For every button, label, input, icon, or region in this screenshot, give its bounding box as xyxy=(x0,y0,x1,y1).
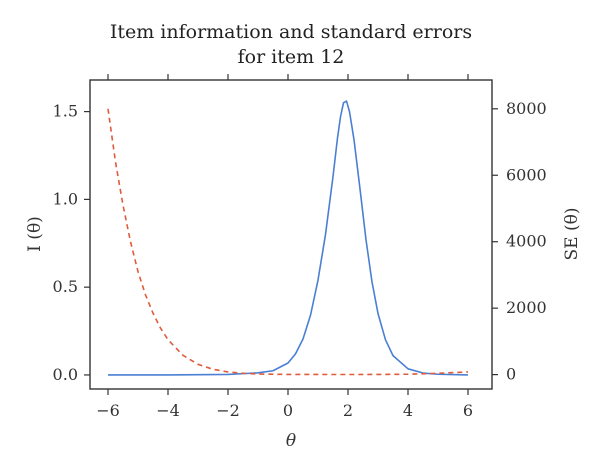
x-tick-label: 4 xyxy=(403,401,413,420)
y-right-tick-label: 0 xyxy=(506,365,516,384)
y-right-tick-label: 6000 xyxy=(506,165,547,184)
series-layer xyxy=(107,100,469,376)
y-axis-right-label: SE (θ) xyxy=(562,208,582,261)
y-axis-left-label: I (θ) xyxy=(25,216,45,252)
y-right-tick-label: 8000 xyxy=(506,99,547,118)
plot-frame xyxy=(89,79,493,390)
x-axis-label: θ xyxy=(286,431,296,451)
x-tick-label: −2 xyxy=(216,401,240,420)
y-axis-right: 0 2000 4000 6000 8000 xyxy=(492,99,547,384)
y-left-tick-label: 0.5 xyxy=(53,277,78,296)
y-left-tick-label: 0.0 xyxy=(53,365,78,384)
information-curve xyxy=(108,100,469,376)
y-right-tick-label: 4000 xyxy=(506,232,547,251)
y-axis-left: 0.0 0.5 1.0 1.5 xyxy=(53,102,90,384)
y-left-tick-label: 1.0 xyxy=(53,189,78,208)
x-tick-label: 2 xyxy=(343,401,353,420)
x-axis: −6 −4 −2 0 2 4 6 xyxy=(96,74,473,420)
se-curve xyxy=(107,108,469,376)
x-tick-label: −4 xyxy=(156,401,180,420)
chart-title-line-2: for item 12 xyxy=(238,46,345,68)
y-right-tick-label: 2000 xyxy=(506,298,547,317)
x-tick-label: 0 xyxy=(283,401,293,420)
x-tick-label: −6 xyxy=(96,401,120,420)
y-left-tick-label: 1.5 xyxy=(53,102,78,121)
chart-title-line-1: Item information and standard errors xyxy=(110,21,472,43)
x-tick-label: 6 xyxy=(463,401,473,420)
